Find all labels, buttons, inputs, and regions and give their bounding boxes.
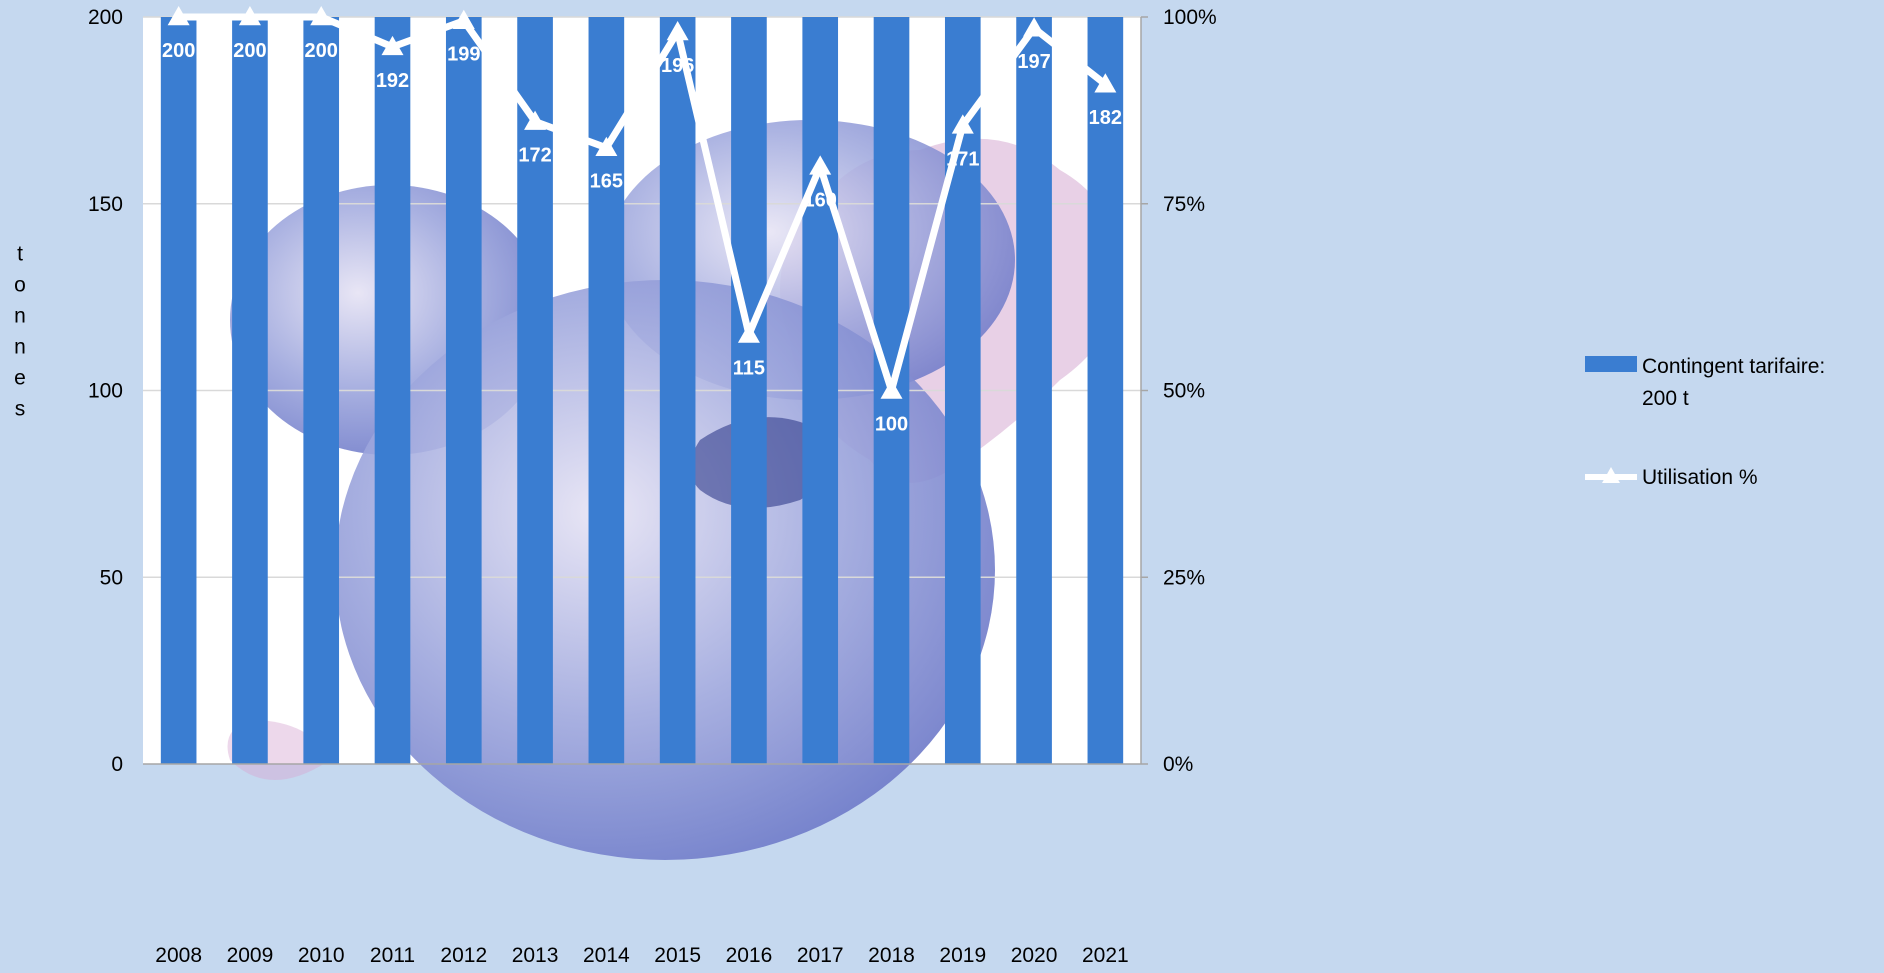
line-marker: [595, 136, 618, 156]
data-label: 196: [661, 55, 694, 77]
x-tick-label: 2018: [868, 944, 915, 967]
bar: [1087, 17, 1124, 764]
bar: [731, 17, 767, 764]
y-tick-label: 0: [111, 753, 123, 776]
x-tick-label: 2019: [939, 944, 986, 967]
x-tick-label: 2015: [654, 944, 701, 967]
line-marker: [737, 323, 760, 343]
y-tick-label: 200: [88, 6, 123, 29]
legend-marker-line: [1602, 467, 1620, 483]
data-label: 171: [946, 148, 979, 170]
data-label: 115: [733, 357, 765, 379]
line-marker: [238, 6, 261, 26]
line-marker: [951, 114, 974, 134]
y-tick-label: 50: [100, 566, 123, 589]
legend-label-bar-line2: 200 t: [1642, 387, 1689, 410]
x-tick-label: 2010: [298, 944, 345, 967]
line-marker: [310, 6, 333, 26]
data-labels: 200 200 200 192 199 172 165 196 115 160 100 171 197 1…: [162, 40, 1122, 436]
y-axis-title-letter: t: [17, 243, 23, 266]
data-label: 199: [447, 44, 480, 66]
bar: [445, 17, 482, 764]
bar: [303, 17, 340, 764]
bar: [517, 17, 553, 764]
y-axis-title-letter: s: [15, 398, 26, 421]
x-tick-label: 2016: [726, 944, 773, 967]
data-label: 182: [1089, 107, 1122, 129]
legend: Contingent tarifaire: 200 t Utilisation %: [1585, 355, 1825, 489]
line-series: [167, 6, 1117, 399]
bar: [802, 17, 839, 764]
x-tick-label: 2017: [797, 944, 844, 967]
data-label: 160: [804, 189, 837, 211]
y-axis-title-letter: n: [14, 336, 26, 359]
data-label: 165: [590, 171, 623, 193]
legend-swatch-bar: [1585, 356, 1637, 372]
axes: 0 50 100 150 200 0% 25% 50% 75% 100% 2008 2009 2010 2…: [14, 6, 1217, 967]
data-label: 172: [518, 145, 551, 167]
x-tick-label: 2020: [1011, 944, 1058, 967]
legend-label-bar-line1: Contingent tarifaire:: [1642, 355, 1825, 378]
x-tick-label: 2021: [1082, 944, 1129, 967]
line-marker: [167, 6, 190, 26]
data-label: 200: [162, 40, 195, 62]
line-marker: [809, 155, 832, 175]
data-label: 100: [875, 414, 908, 436]
bar: [374, 17, 411, 764]
bar: [944, 17, 981, 764]
data-label: 200: [233, 40, 266, 62]
x-tick-label: 2008: [155, 944, 202, 967]
data-label: 197: [1017, 51, 1050, 73]
y2-tick-label: 100%: [1163, 6, 1217, 29]
y2-tick-label: 25%: [1163, 566, 1205, 589]
y-axis-title-letter: n: [14, 305, 26, 328]
line-marker: [524, 110, 547, 130]
y-tick-label: 100: [88, 380, 123, 403]
bar: [1016, 17, 1052, 764]
x-tick-label: 2009: [227, 944, 274, 967]
bar-series: [160, 17, 1124, 764]
bar: [160, 17, 197, 764]
y-axis-title-letter: e: [14, 367, 26, 390]
x-tick-label: 2012: [440, 944, 487, 967]
line-marker: [1094, 73, 1117, 93]
utilisation-line: [178, 13, 1108, 394]
bar: [659, 17, 696, 764]
y2-tick-label: 75%: [1163, 193, 1205, 216]
y-axis-title-letter: o: [14, 274, 26, 297]
y-tick-label: 150: [88, 193, 123, 216]
legend-label-line: Utilisation %: [1642, 466, 1758, 489]
y2-tick-label: 0%: [1163, 753, 1193, 776]
line-marker: [1023, 17, 1046, 37]
line-marker: [381, 35, 404, 56]
line-marker: [452, 9, 475, 29]
y2-tick-label: 50%: [1163, 380, 1205, 403]
data-label: 200: [305, 40, 338, 62]
line-marker: [666, 20, 689, 41]
data-label: 192: [376, 70, 409, 92]
x-tick-label: 2013: [512, 944, 559, 967]
line-marker: [880, 379, 903, 399]
x-tick-label: 2011: [370, 944, 415, 967]
x-tick-label: 2014: [583, 944, 630, 967]
bar: [232, 17, 268, 764]
